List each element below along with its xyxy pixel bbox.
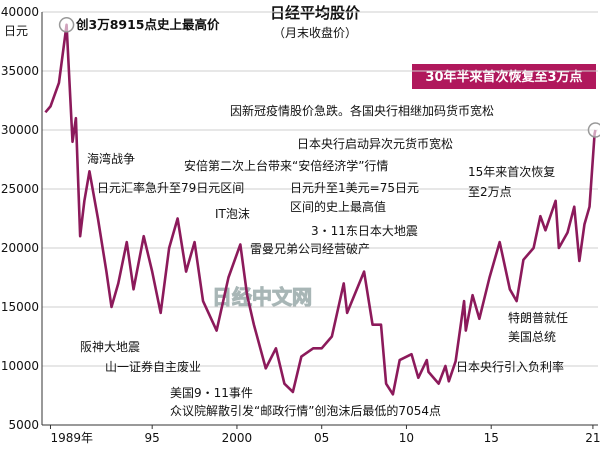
highlight-point — [587, 122, 600, 138]
annotation: 至2万点 — [468, 185, 512, 199]
highlight-text: 30年半来首次恢复至3万点 — [425, 69, 582, 85]
x-tick-label: 2000 — [222, 431, 253, 445]
x-tick-label: 15 — [484, 431, 499, 445]
annotation: 因新冠疫情股价急跌。各国央行相继加码货币宽松 — [230, 103, 494, 118]
highlight-box — [412, 64, 596, 89]
y-tick-label: 35000 — [1, 64, 39, 78]
annotation: 美国总统 — [508, 330, 556, 344]
y-tick-label: 10000 — [1, 359, 39, 373]
annotation: 众议院解散引发“邮政行情”创泡沫后最低的7054点 — [170, 403, 441, 418]
y-tick-label: 5000 — [8, 418, 39, 432]
annotation: 特朗普就任 — [508, 310, 568, 325]
y-unit: 日元 — [4, 24, 28, 38]
y-tick-label: 40000 — [1, 5, 39, 19]
highlight-point — [58, 17, 75, 33]
annotation: 创3万8915点史上最高价 — [75, 17, 220, 32]
annotation: 15年来首次恢复 — [468, 165, 555, 179]
chart-title: 日经平均股价 — [270, 4, 361, 22]
annotation: 日本央行引入负利率 — [456, 359, 564, 374]
annotation: 美国9・11事件 — [170, 386, 253, 400]
annotation: 阪神大地震 — [80, 340, 140, 354]
chart-subtitle: （月末收盘价） — [273, 25, 357, 40]
y-tick-label: 20000 — [1, 241, 39, 255]
annotation: 区间的史上最高值 — [290, 199, 386, 214]
annotation: 日本央行启动异次元货币宽松 — [297, 136, 453, 151]
y-tick-label: 30000 — [1, 123, 39, 137]
price-line — [44, 23, 597, 396]
x-tick-label: 10 — [399, 431, 414, 445]
annotation: 山一证券自主废业 — [105, 359, 201, 374]
annotation: 日元升至1美元=75日元 — [290, 181, 419, 195]
annotation: 安倍第二次上台带来“安倍经济学”行情 — [184, 158, 388, 173]
x-tick-label: 1989年 — [50, 431, 93, 445]
annotation: 雷曼兄弟公司经营破产 — [250, 241, 370, 256]
watermark: 日经中文网 — [212, 285, 312, 309]
annotation: IT泡沫 — [215, 207, 250, 221]
x-tick-label: 05 — [314, 431, 329, 445]
y-tick-label: 15000 — [1, 300, 39, 314]
x-tick-label: 21 — [585, 431, 600, 445]
x-tick-label: 95 — [145, 431, 160, 445]
annotation: 3・11东日本大地震 — [311, 224, 418, 238]
annotation: 海湾战争 — [87, 151, 135, 166]
annotation: 日元汇率急升至79日元区间 — [97, 180, 244, 195]
y-tick-label: 25000 — [1, 182, 39, 196]
